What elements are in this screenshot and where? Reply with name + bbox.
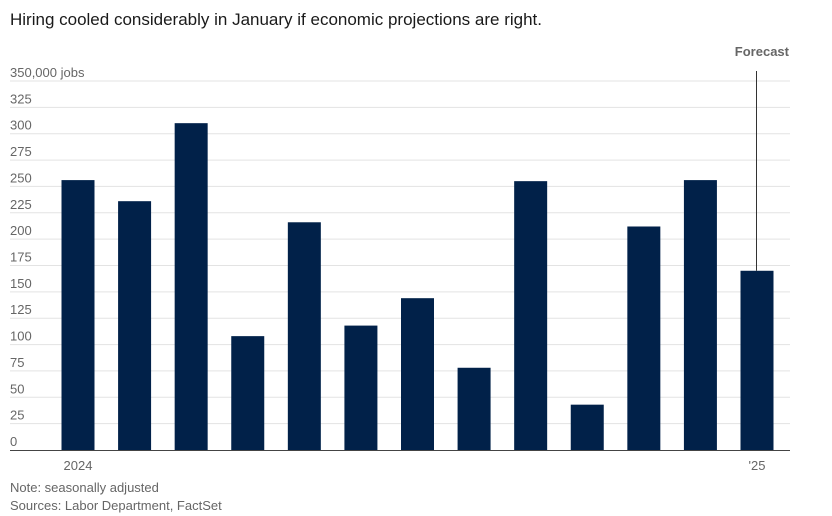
y-tick-label: 100: [10, 329, 32, 344]
bar-jan-2025: [740, 270, 774, 450]
bar-sep-2024: [514, 181, 548, 450]
bar-nov-2024: [627, 226, 661, 450]
y-tick-label: 125: [10, 302, 32, 317]
x-tick-label: '25: [749, 458, 766, 473]
y-tick-label: 175: [10, 250, 32, 265]
bar-jun-2024: [344, 325, 378, 450]
forecast-label: Forecast: [735, 44, 790, 59]
y-tick-label: 225: [10, 197, 32, 212]
y-tick-label: 0: [10, 434, 17, 449]
y-tick-label: 50: [10, 381, 24, 396]
y-tick-label: 325: [10, 91, 32, 106]
bar-dec-2024: [683, 180, 717, 451]
bar-chart: 0 25 50 75 100 125 150 175 200 225 250 275 300 325 350…: [10, 44, 790, 473]
y-tick-label: 300: [10, 118, 32, 133]
bar-aug-2024: [457, 367, 491, 450]
y-tick-label: 200: [10, 223, 32, 238]
bar-may-2024: [287, 222, 321, 450]
y-tick-label: 275: [10, 144, 32, 159]
chart-note: Note: seasonally adjusted: [10, 480, 159, 495]
x-tick-label: 2024: [64, 458, 93, 473]
bar-feb-2024: [118, 201, 152, 450]
bar-jul-2024: [401, 298, 434, 450]
y-tick-label: 150: [10, 276, 32, 291]
y-tick-label: 350,000 jobs: [10, 65, 85, 80]
bar-oct-2024: [570, 404, 604, 450]
bar-jan-2024: [61, 180, 95, 451]
y-tick-label: 75: [10, 355, 24, 370]
bar-mar-2024: [174, 123, 208, 451]
y-tick-label: 250: [10, 170, 32, 185]
bar-apr-2024: [231, 336, 265, 450]
chart-source: Sources: Labor Department, FactSet: [10, 498, 222, 513]
chart-title: Hiring cooled considerably in January if…: [10, 10, 542, 29]
y-tick-label: 25: [10, 408, 24, 423]
